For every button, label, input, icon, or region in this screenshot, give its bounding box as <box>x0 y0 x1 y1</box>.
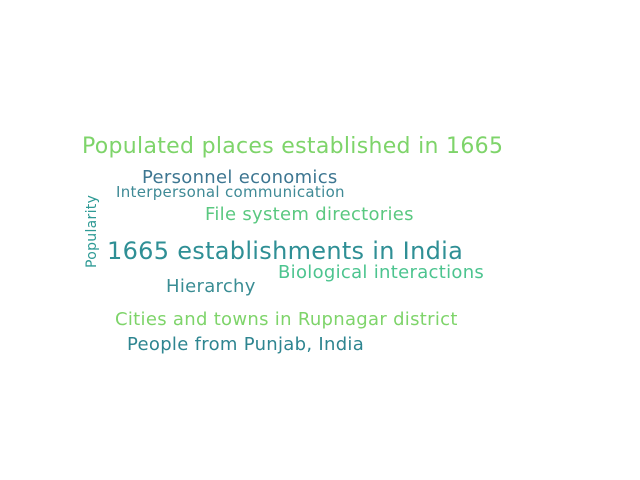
word-interpersonal-communication: Interpersonal communication <box>116 183 345 201</box>
word-hierarchy: Hierarchy <box>166 276 256 297</box>
word-biological-interactions: Biological interactions <box>278 262 485 283</box>
word-1665-establishments-india: 1665 establishments in India <box>107 237 464 265</box>
word-cities-towns-rupnagar: Cities and towns in Rupnagar district <box>115 309 458 330</box>
word-file-system-directories: File system directories <box>205 204 414 225</box>
word-populated-places-1665: Populated places established in 1665 <box>82 134 504 159</box>
axis-label-popularity: Popularity <box>84 194 100 268</box>
word-people-from-punjab: People from Punjab, India <box>127 334 365 355</box>
word-personnel-economics: Personnel economics <box>142 167 338 188</box>
